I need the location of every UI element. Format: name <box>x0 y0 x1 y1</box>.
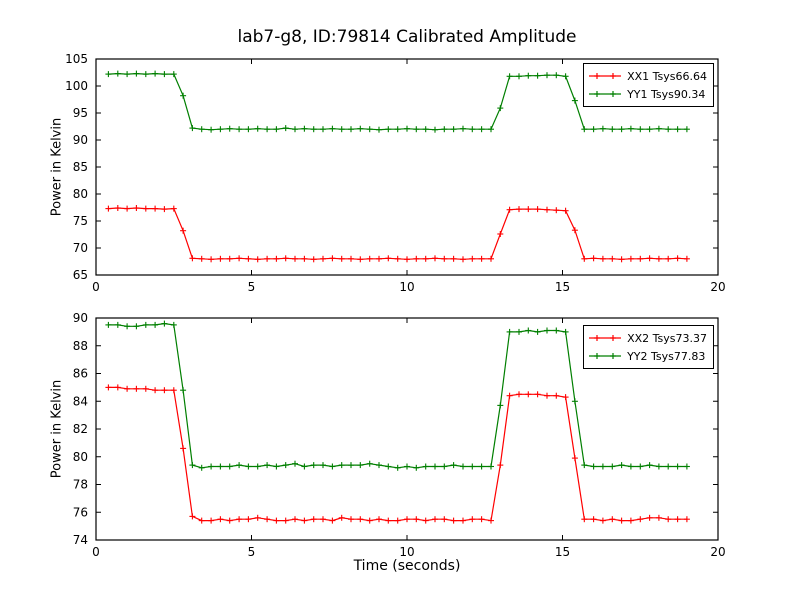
y-tick-label: 100 <box>65 79 88 93</box>
series-line-xx2 <box>108 386 687 522</box>
series-markers-xx2 <box>105 384 690 524</box>
legend-label-xx2: XX2 Tsys73.37 <box>627 331 707 345</box>
x-axis-label: Time (seconds) <box>353 558 461 574</box>
y-tick-label: 82 <box>73 422 88 436</box>
legend-entry-yy2: YY2 Tsys77.83 <box>588 347 707 365</box>
y-tick-label: 70 <box>73 241 88 255</box>
legend-top: XX1 Tsys66.64 YY1 Tsys90.34 <box>583 63 714 107</box>
x-tick-label: 10 <box>399 280 414 294</box>
legend-entry-xx1: XX1 Tsys66.64 <box>588 67 707 85</box>
x-tick-label: 0 <box>92 545 100 559</box>
legend-entry-xx2: XX2 Tsys73.37 <box>588 329 707 347</box>
legend-line-sample-xx2 <box>589 335 622 341</box>
legend-label-yy1: YY1 Tsys90.34 <box>627 87 706 101</box>
x-ticks <box>95 59 719 275</box>
legend-bottom: XX2 Tsys73.37 YY2 Tsys77.83 <box>583 325 714 369</box>
y-tick-label: 95 <box>73 106 88 120</box>
y-tick-label: 80 <box>73 450 88 464</box>
x-tick-label: 5 <box>248 545 256 559</box>
series-markers-xx1 <box>105 205 690 263</box>
series-line-xx1 <box>108 207 687 260</box>
legend-line-sample-xx1 <box>589 73 622 79</box>
x-tick-label: 5 <box>248 280 256 294</box>
x-tick-label: 20 <box>710 280 725 294</box>
y-tick-label: 88 <box>73 339 88 353</box>
y-tick-label: 85 <box>73 160 88 174</box>
y-tick-label: 90 <box>73 133 88 147</box>
figure-title: lab7-g8, ID:79814 Calibrated Amplitude <box>237 27 577 47</box>
series-markers-yy1 <box>105 70 690 133</box>
x-tick-label: 10 <box>399 545 414 559</box>
legend-line-sample-yy2 <box>589 353 622 359</box>
y-tick-label: 84 <box>73 394 88 408</box>
subplot-bottom: 0 5 10 15 20 74 76 78 80 82 84 86 88 90 <box>73 311 726 559</box>
x-tick-label: 0 <box>92 280 100 294</box>
legend-label-yy2: YY2 Tsys77.83 <box>627 349 706 363</box>
legend-line-sample-yy1 <box>589 91 622 97</box>
y-tick-label: 105 <box>65 52 88 66</box>
y-tick-label: 65 <box>73 268 88 282</box>
x-tick-label: 15 <box>555 545 570 559</box>
subplot-top: 0 5 10 15 20 65 70 75 80 85 90 95 100 105 <box>65 52 726 294</box>
y-tick-label: 78 <box>73 478 88 492</box>
y-tick-label: 90 <box>73 311 88 325</box>
x-ticks <box>95 318 719 540</box>
y-tick-label: 80 <box>73 187 88 201</box>
y-tick-label: 86 <box>73 367 88 381</box>
x-tick-label: 20 <box>710 545 725 559</box>
y-ticks <box>96 317 718 541</box>
y-ticks <box>96 58 718 276</box>
y-tick-label: 76 <box>73 505 88 519</box>
series-markers-yy2 <box>105 320 690 471</box>
x-tick-label: 15 <box>555 280 570 294</box>
legend-label-xx1: XX1 Tsys66.64 <box>627 69 707 83</box>
legend-entry-yy1: YY1 Tsys90.34 <box>588 85 707 103</box>
y-tick-label: 74 <box>73 533 88 547</box>
y-tick-label: 75 <box>73 214 88 228</box>
